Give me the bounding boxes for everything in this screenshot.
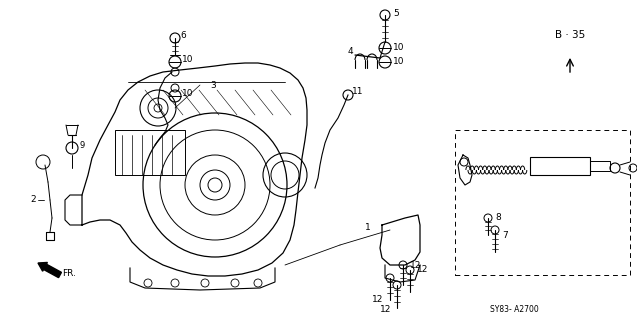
Text: 12: 12 [410,260,421,269]
FancyArrow shape [38,262,61,278]
Text: 10: 10 [393,43,404,52]
Text: 3: 3 [210,81,216,90]
Text: 4: 4 [348,47,354,57]
Text: 10: 10 [393,58,404,67]
Text: 7: 7 [502,230,508,239]
Text: 5: 5 [393,10,399,19]
Text: 12: 12 [380,306,391,315]
Text: FR.: FR. [62,269,76,278]
Text: 12: 12 [372,295,383,305]
Text: SY83- A2700: SY83- A2700 [490,306,539,315]
Text: 6: 6 [180,30,186,39]
Text: 2: 2 [30,196,36,204]
Text: 1: 1 [365,223,371,233]
Text: B · 35: B · 35 [555,30,585,40]
Text: 8: 8 [495,213,501,222]
Bar [590,161,610,171]
Text: 12: 12 [417,266,428,275]
Text: 10: 10 [182,90,194,99]
Bar [115,130,185,175]
Text: 11: 11 [352,87,364,97]
Bar [530,157,590,175]
Text: 10: 10 [182,55,194,65]
Bar [455,130,630,275]
Text: 9: 9 [79,140,84,149]
